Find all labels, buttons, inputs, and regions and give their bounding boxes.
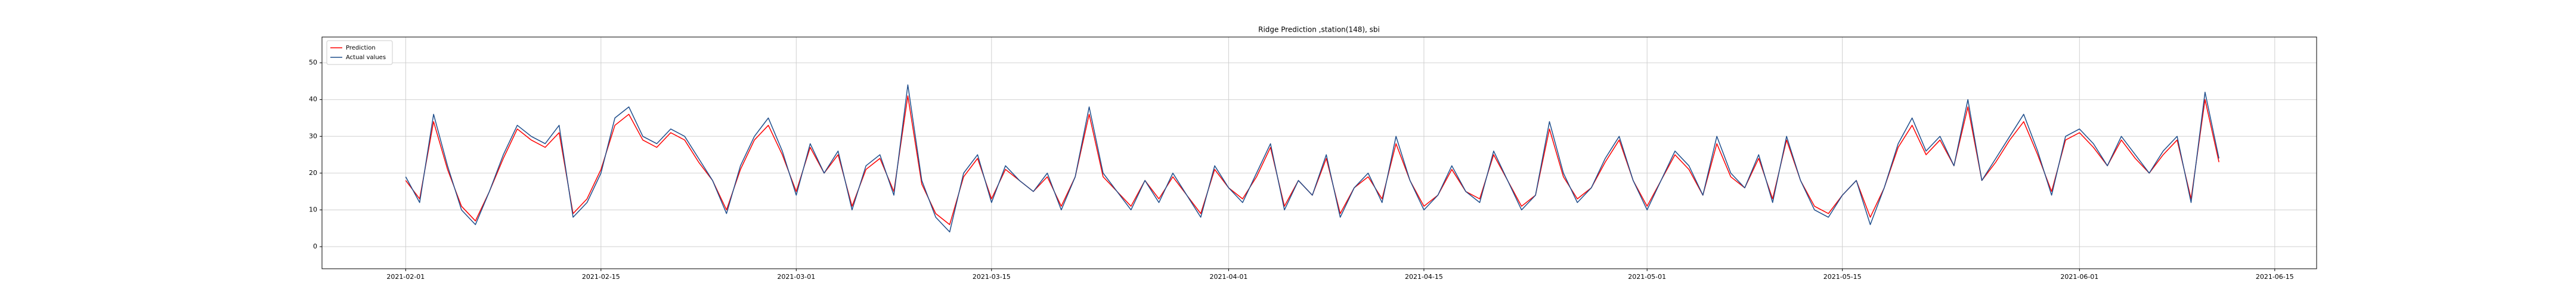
x-tick-label: 2021-06-15 [2256, 273, 2294, 281]
x-tick-label: 2021-05-01 [1628, 273, 1666, 281]
legend-label: Prediction [346, 45, 376, 51]
legend: Prediction Actual values [326, 40, 393, 65]
series-line [405, 95, 2219, 225]
y-tick-label: 0 [313, 242, 317, 250]
x-tick-label: 2021-03-15 [973, 273, 1011, 281]
x-tick-label: 2021-06-01 [2060, 273, 2098, 281]
y-tick-label: 50 [309, 59, 317, 66]
x-tick-label: 2021-02-15 [582, 273, 620, 281]
y-tick-label: 30 [309, 132, 317, 140]
x-tick-label: 2021-03-01 [777, 273, 815, 281]
y-tick-label: 10 [309, 205, 317, 213]
x-tick-label: 2021-04-15 [1405, 273, 1443, 281]
x-tick-label: 2021-04-01 [1209, 273, 1247, 281]
legend-box [326, 40, 393, 65]
y-tick-label: 40 [309, 96, 317, 103]
x-tick-label: 2021-02-01 [386, 273, 425, 281]
chart-title: Ridge Prediction ,station(148), sbi [1258, 26, 1380, 34]
series-line [405, 84, 2219, 233]
x-tick-label: 2021-05-15 [1823, 273, 1862, 281]
legend-label: Actual values [346, 54, 386, 61]
plot-frame [321, 36, 2317, 269]
y-tick-label: 20 [309, 169, 317, 177]
